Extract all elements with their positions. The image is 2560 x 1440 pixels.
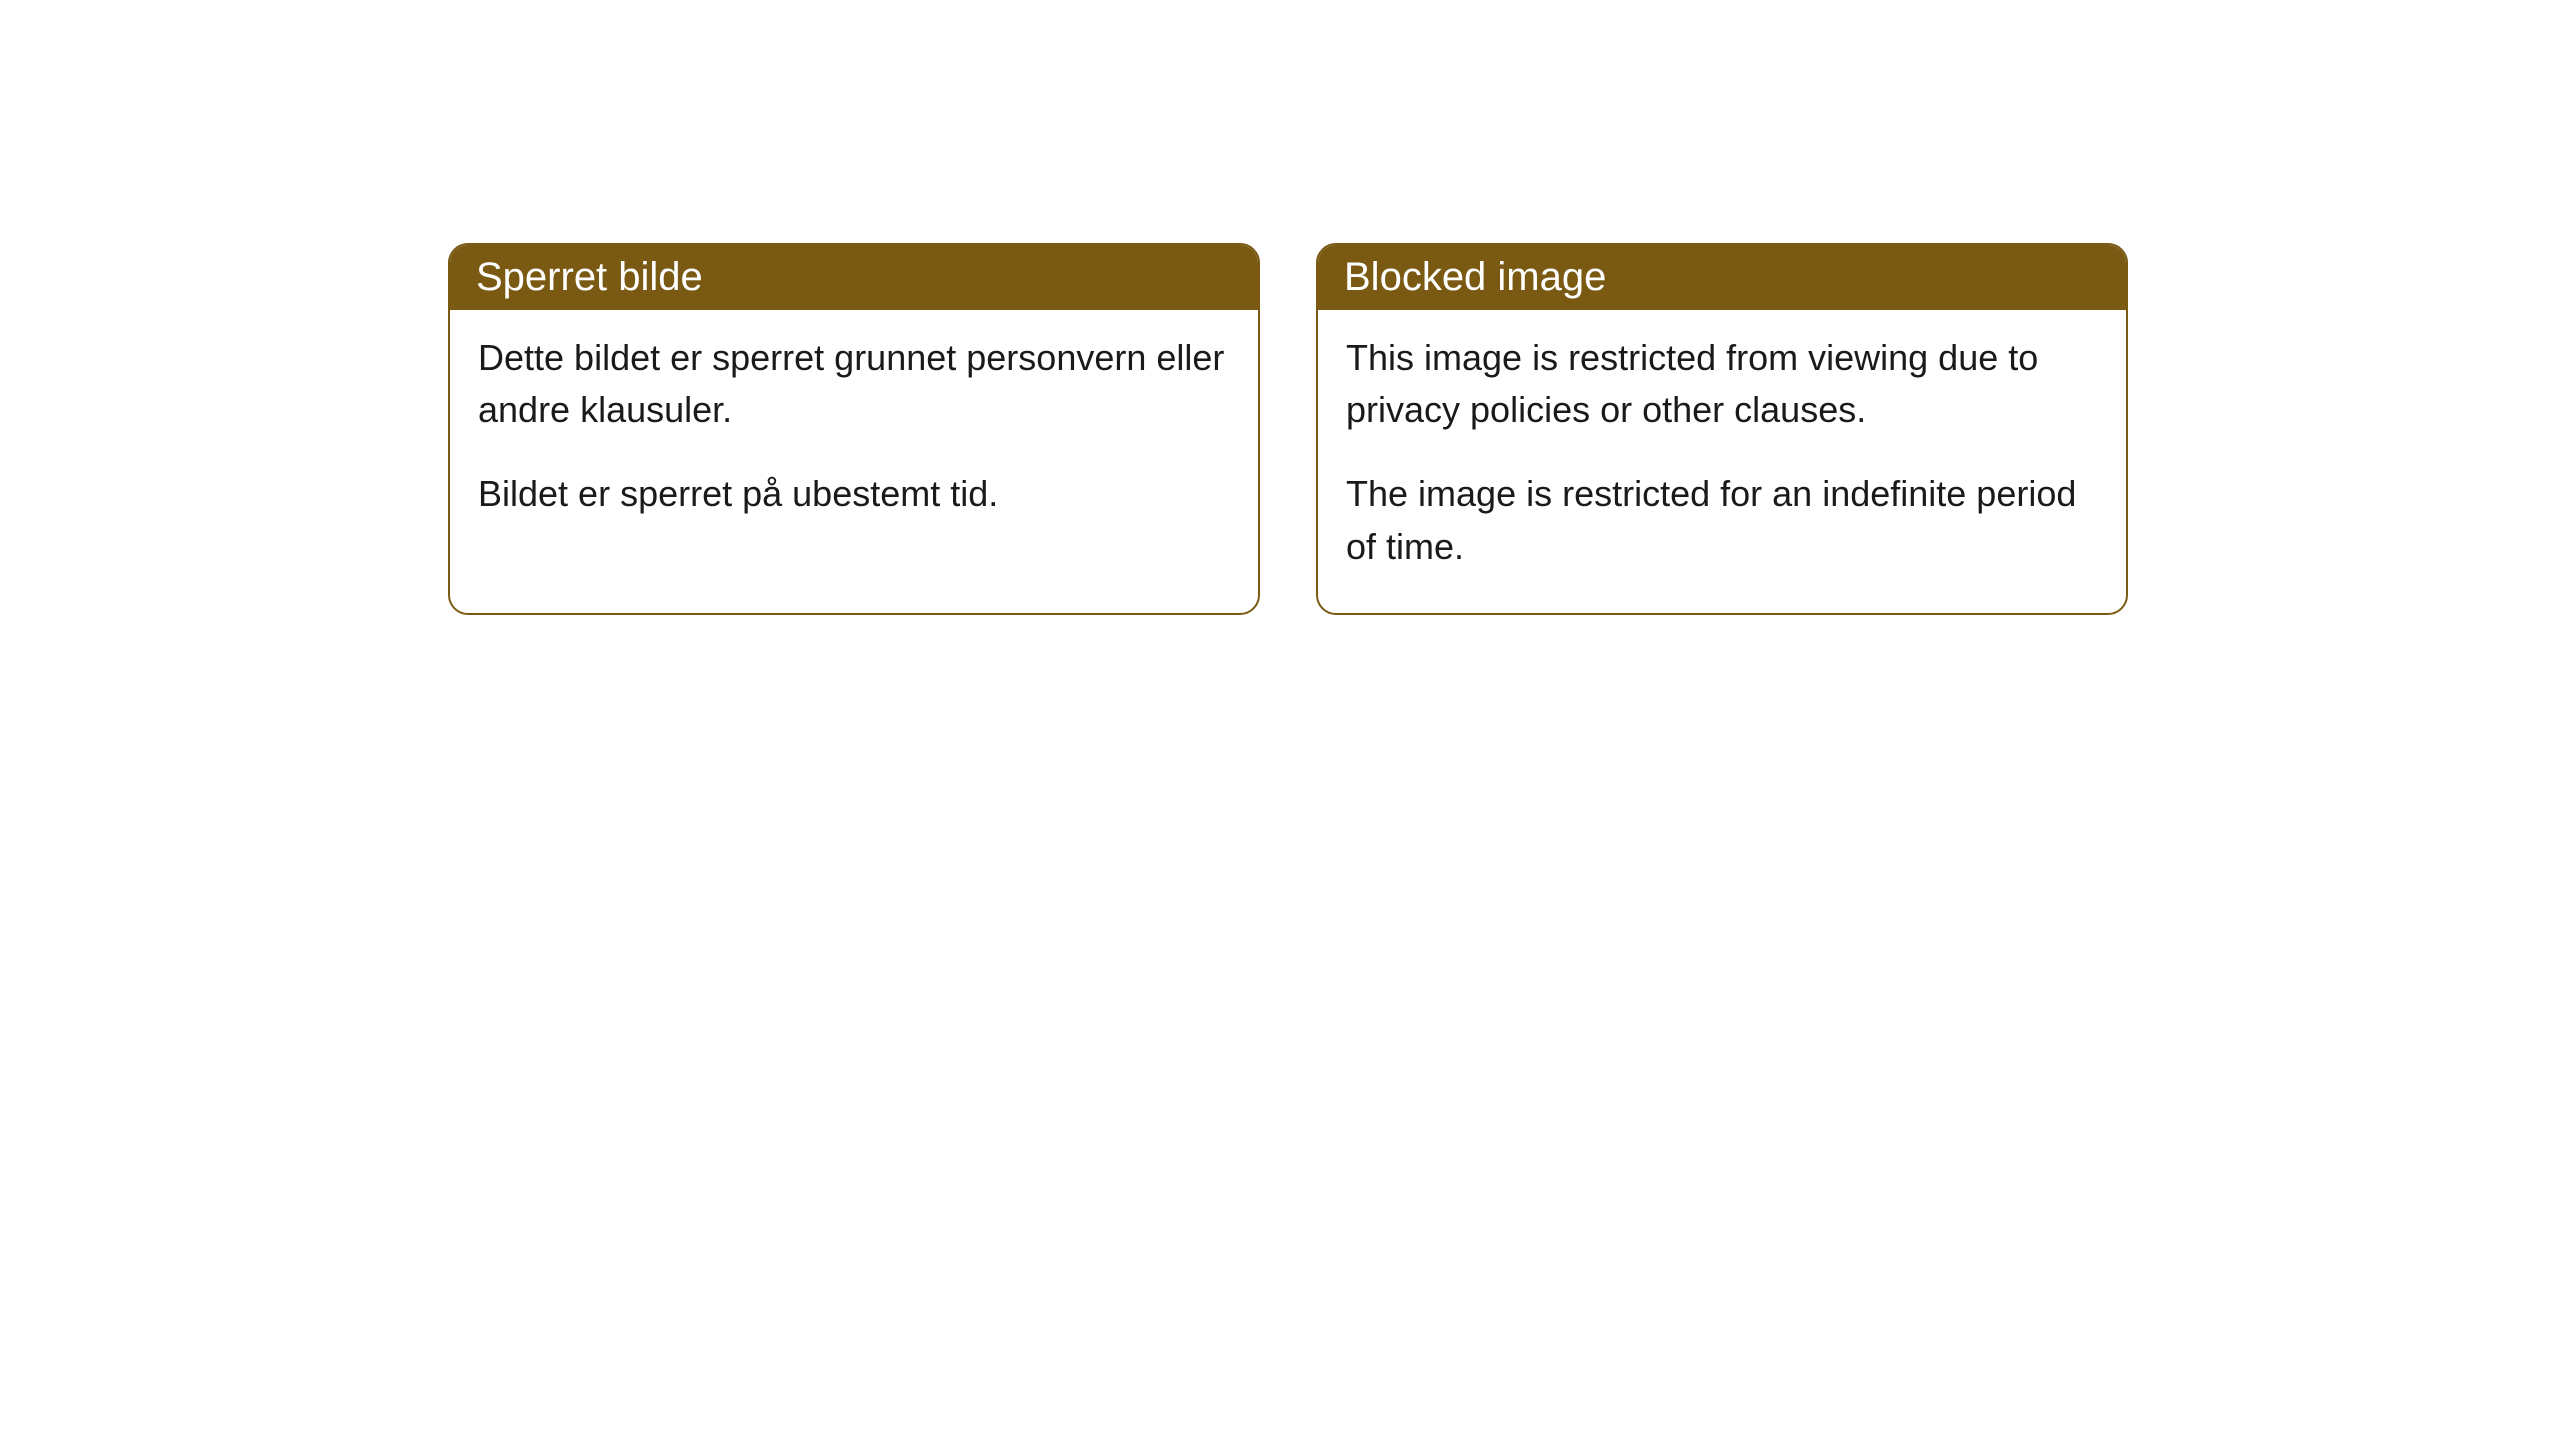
card-body-norwegian: Dette bildet er sperret grunnet personve… [450,310,1258,561]
card-paragraph-1-english: This image is restricted from viewing du… [1346,332,2098,436]
card-paragraph-2-english: The image is restricted for an indefinit… [1346,468,2098,572]
card-title-norwegian: Sperret bilde [476,255,703,299]
card-header-english: Blocked image [1318,245,2126,310]
card-norwegian: Sperret bilde Dette bildet er sperret gr… [448,243,1260,615]
card-paragraph-2-norwegian: Bildet er sperret på ubestemt tid. [478,468,1230,520]
card-header-norwegian: Sperret bilde [450,245,1258,310]
card-title-english: Blocked image [1344,255,1606,299]
card-body-english: This image is restricted from viewing du… [1318,310,2126,613]
card-paragraph-1-norwegian: Dette bildet er sperret grunnet personve… [478,332,1230,436]
notice-container: Sperret bilde Dette bildet er sperret gr… [448,243,2128,615]
card-english: Blocked image This image is restricted f… [1316,243,2128,615]
